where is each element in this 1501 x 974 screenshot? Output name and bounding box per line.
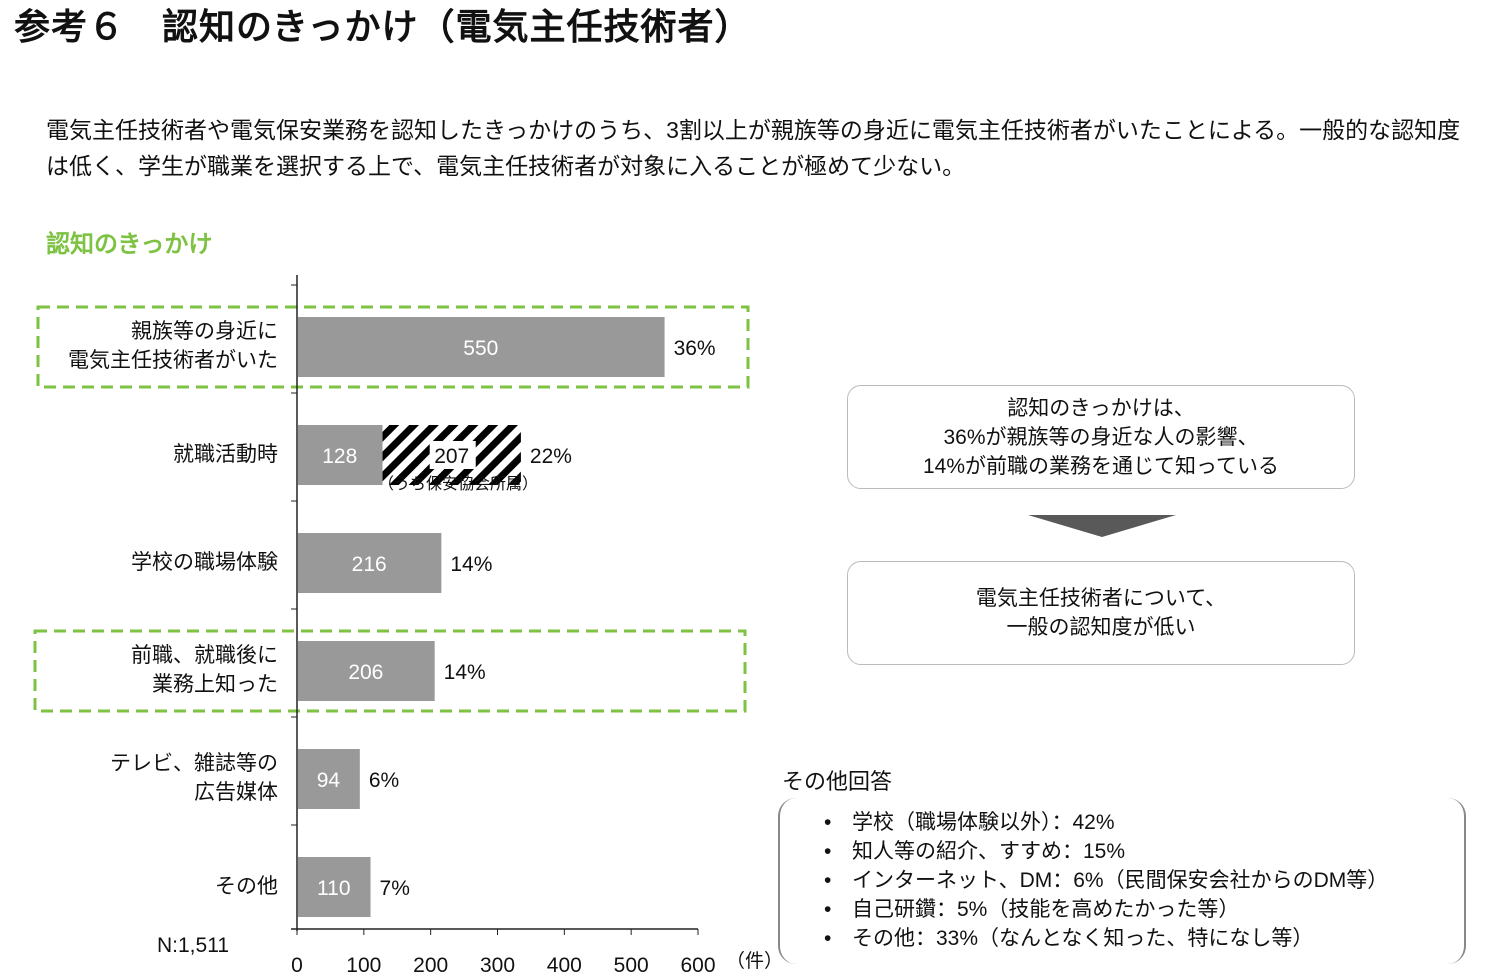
category-label-line: 前職、就職後に	[131, 644, 278, 667]
hatched-value-label: 207	[434, 445, 469, 468]
bar-value-label: 216	[352, 553, 387, 576]
percent-label: 6%	[369, 769, 399, 792]
bar	[298, 317, 665, 377]
category-label-line: 親族等の身近に	[131, 320, 278, 343]
summary-line: 14%が前職の業務を通じて知っている	[923, 455, 1279, 478]
bar	[298, 641, 435, 701]
category-label-line: その他	[215, 874, 278, 898]
percent-label: 14%	[450, 553, 492, 576]
bar	[298, 857, 371, 917]
chart-title: 認知のきっかけ	[46, 231, 213, 258]
bar-value-label: 128	[322, 445, 357, 468]
other-answers-title: その他回答	[782, 769, 893, 794]
x-unit-label: （件）	[726, 950, 783, 972]
category-label-line: 就職活動時	[173, 442, 278, 466]
list-item: 知人等の紹介、すすめ：15%	[824, 837, 1464, 866]
list-item: 学校（職場体験以外）：42%	[824, 808, 1464, 837]
conclusion-line: 電気主任技術者について、	[975, 587, 1227, 610]
intro-text: 電気主任技術者や電気保安業務を認知したきっかけのうち、3割以上が親族等の身近に電…	[46, 117, 1461, 179]
highlight-box	[33, 629, 747, 713]
bar	[298, 425, 383, 485]
x-tick-label: 500	[614, 954, 649, 974]
summary-line: 36%が親族等の身近な人の影響、	[943, 426, 1259, 449]
x-tick-label: 400	[547, 954, 582, 974]
x-tick-label: 300	[480, 954, 515, 974]
category-label: 学校の職場体験	[131, 548, 278, 577]
summary-line: 認知のきっかけは、	[1007, 397, 1195, 420]
percent-label: 14%	[444, 661, 486, 684]
percent-label: 36%	[674, 337, 716, 360]
list-item: インターネット、DM：6%（民間保安会社からのDM等）	[824, 866, 1464, 895]
percent-label: 22%	[530, 445, 572, 468]
bar-value-label: 206	[348, 661, 383, 684]
category-label: 前職、就職後に業務上知った	[131, 641, 278, 699]
percent-label: 7%	[380, 877, 410, 900]
conclusion-box: 電気主任技術者について、 一般の認知度が低い	[847, 561, 1355, 665]
summary-box: 認知のきっかけは、 36%が親族等の身近な人の影響、 14%が前職の業務を通じて…	[847, 385, 1355, 489]
conclusion-line: 一般の認知度が低い	[1006, 616, 1196, 639]
bar-value-label: 550	[463, 337, 498, 360]
category-label: テレビ、雑誌等の広告媒体	[110, 749, 278, 807]
category-label: その他	[215, 872, 278, 901]
hatched-note: （うち保安協会所属）	[378, 476, 539, 493]
bar-value-label: 110	[317, 877, 350, 900]
list-item: その他：33%（なんとなく知った、特になし等）	[824, 924, 1464, 953]
down-arrow-icon	[1028, 515, 1176, 537]
other-answers-list: 学校（職場体験以外）：42% 知人等の紹介、すすめ：15% インターネット、DM…	[778, 798, 1466, 964]
category-label-line: テレビ、雑誌等の	[110, 752, 278, 775]
category-label: 親族等の身近に電気主任技術者がいた	[68, 317, 278, 375]
category-label-line: 広告媒体	[194, 781, 278, 804]
x-tick-label: 100	[346, 954, 381, 974]
category-label-line: 業務上知った	[152, 673, 278, 696]
bar	[298, 749, 360, 809]
sample-size-label: N:1,511	[157, 934, 229, 957]
x-tick-label: 200	[413, 954, 448, 974]
bar-chart: 0 100 200 300 400 500 600 （件） 550 36% 128 207 22% 216…	[33, 275, 783, 974]
hatched-label-bg	[429, 441, 476, 469]
category-label-line: 電気主任技術者がいた	[68, 349, 278, 372]
bar-value-label: 94	[317, 769, 341, 792]
highlight-box	[36, 305, 750, 389]
list-item: 自己研鑽：5%（技能を高めたかった等）	[824, 895, 1464, 924]
page-title: 参考６ 認知のきっかけ（電気主任技術者）	[14, 6, 752, 47]
bar	[298, 533, 442, 593]
x-tick-label: 600	[680, 954, 715, 974]
category-label-line: 学校の職場体験	[131, 550, 278, 574]
x-tick-label: 0	[291, 954, 303, 974]
category-label: 就職活動時	[173, 440, 278, 469]
